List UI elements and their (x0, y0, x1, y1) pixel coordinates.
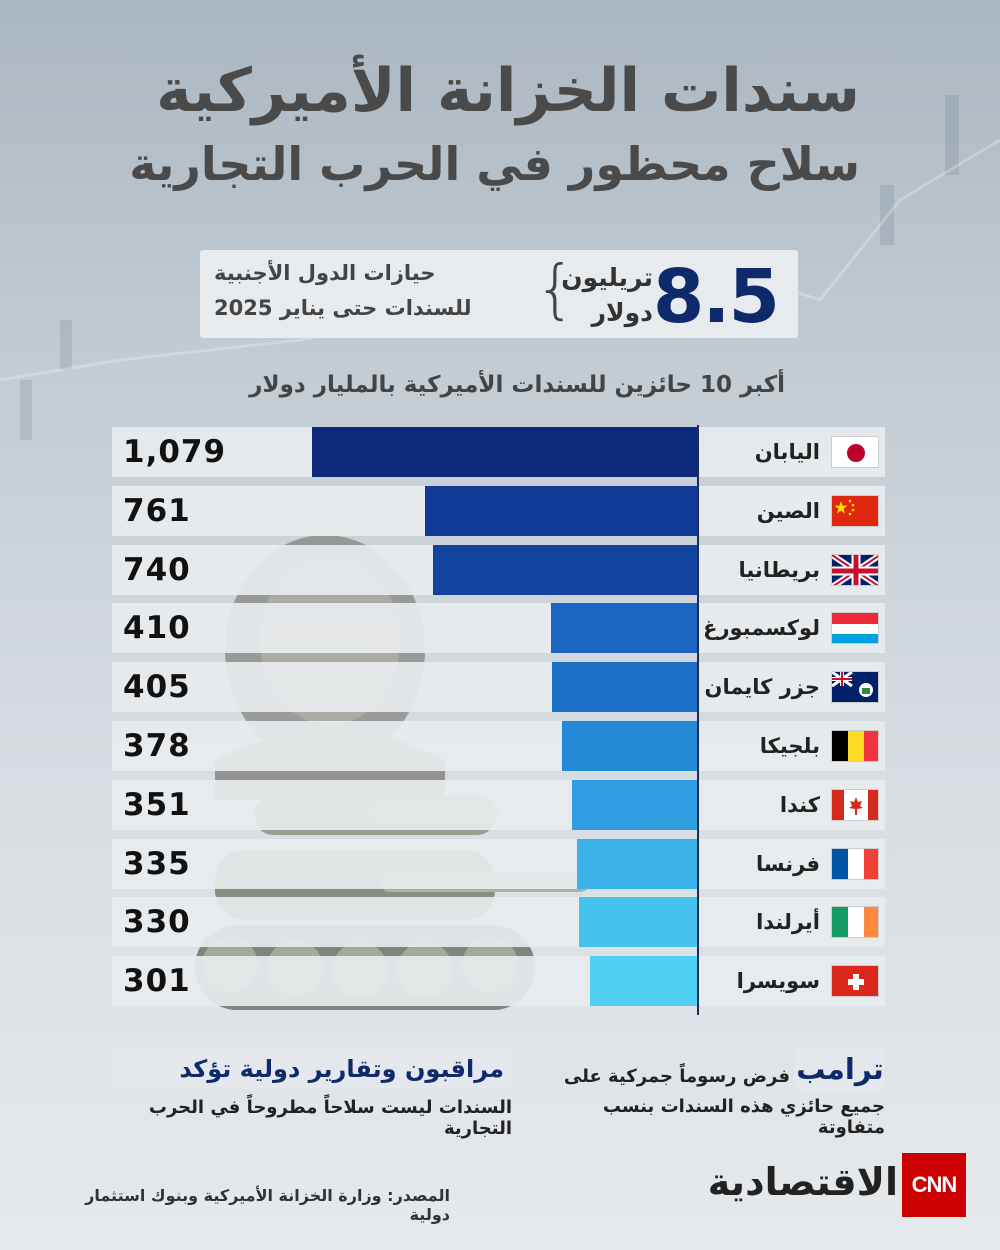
stat-unit: تريليون دولار (523, 260, 653, 330)
bar (312, 427, 697, 477)
stat-desc-line1: حيازات الدول الأجنبية (214, 261, 436, 285)
bar-track (112, 721, 885, 771)
canada-flag (831, 788, 879, 821)
stat-number: 8.5 (652, 254, 780, 340)
bar-track (112, 838, 885, 889)
category-label: فرنسا (756, 851, 820, 876)
ireland-flag (831, 906, 879, 939)
bar (572, 779, 697, 830)
bar-value-label: 405 (123, 669, 191, 706)
bar (579, 897, 697, 948)
luxembourg-flag (831, 612, 879, 645)
bar (551, 603, 697, 654)
bar-value-label: 410 (123, 610, 191, 647)
page-title: سندات الخزانة الأميركية (156, 56, 860, 126)
bar-track (112, 603, 885, 654)
bar-track (112, 956, 885, 1007)
note-left-title: مراقبون وتقارير دولية تؤكد (112, 1049, 512, 1089)
note-left-line2: السندات ليست سلاحاً مطروحاً في الحرب الت… (148, 1097, 512, 1139)
category-label: سويسرا (736, 969, 820, 994)
bar-value-label: 1,079 (123, 434, 227, 470)
china-flag (831, 494, 879, 527)
stat-unit-line1: تريليون (561, 263, 653, 292)
france-flag (831, 847, 879, 880)
bar-track (112, 897, 885, 948)
category-label: بلجيكا (759, 734, 820, 758)
bar-track (112, 779, 885, 830)
category-label: لوكسمبورغ (703, 616, 820, 641)
bar-value-label: 330 (123, 904, 191, 941)
bar-value-label: 301 (123, 963, 191, 1000)
cnn-logo: CNN (902, 1153, 966, 1217)
page-subtitle: سلاح محظور في الحرب التجارية (129, 137, 860, 191)
uk-flag (831, 553, 879, 586)
bar-value-label: 351 (123, 786, 191, 823)
category-label: بريطانيا (738, 557, 820, 582)
bar-value-label: 740 (123, 551, 191, 588)
bar (425, 485, 697, 536)
switzerland-flag (831, 965, 879, 998)
category-label: اليابان (754, 440, 820, 464)
bar-value-label: 335 (123, 845, 191, 882)
note-right-title: ترامب (795, 1047, 885, 1091)
brace-divider: { (535, 253, 576, 327)
belgium-flag (831, 730, 879, 762)
category-label: جزر كايمان (704, 675, 820, 700)
note-right-line2: جميع حائزي هذه السندات بنسب متفاوتة (602, 1096, 885, 1138)
bar-value-label: 761 (123, 492, 191, 529)
brand-name: الاقتصادية (707, 1160, 898, 1204)
japan-flag (831, 436, 879, 468)
stat-box: 8.5 تريليون دولار { حيازات الدول الأجنبي… (200, 250, 798, 340)
bar (433, 544, 697, 595)
source-note: المصدر: وزارة الخزانة الأميركية وبنوك اس… (85, 1186, 450, 1224)
bar (562, 721, 697, 771)
chart-title: أكبر 10 حائزين للسندات الأميركية بالمليا… (249, 372, 785, 398)
category-label: كندا (779, 792, 820, 817)
bar (577, 838, 697, 889)
bar-track (112, 662, 885, 713)
stat-desc-line2: للسندات حتى يناير 2025 (214, 295, 472, 320)
category-label: أيرلندا (756, 910, 820, 935)
note-right-line1: فرض رسوماً جمركية على (563, 1066, 790, 1087)
stat-unit-line2: دولار (591, 298, 653, 327)
bar (590, 956, 697, 1007)
bar-value-label: 378 (123, 728, 191, 764)
stat-description: حيازات الدول الأجنبية للسندات حتى يناير … (214, 256, 514, 325)
cayman-flag (831, 671, 879, 704)
category-label: الصين (756, 498, 820, 523)
chart-axis-line (697, 425, 699, 1015)
bar (552, 662, 697, 713)
